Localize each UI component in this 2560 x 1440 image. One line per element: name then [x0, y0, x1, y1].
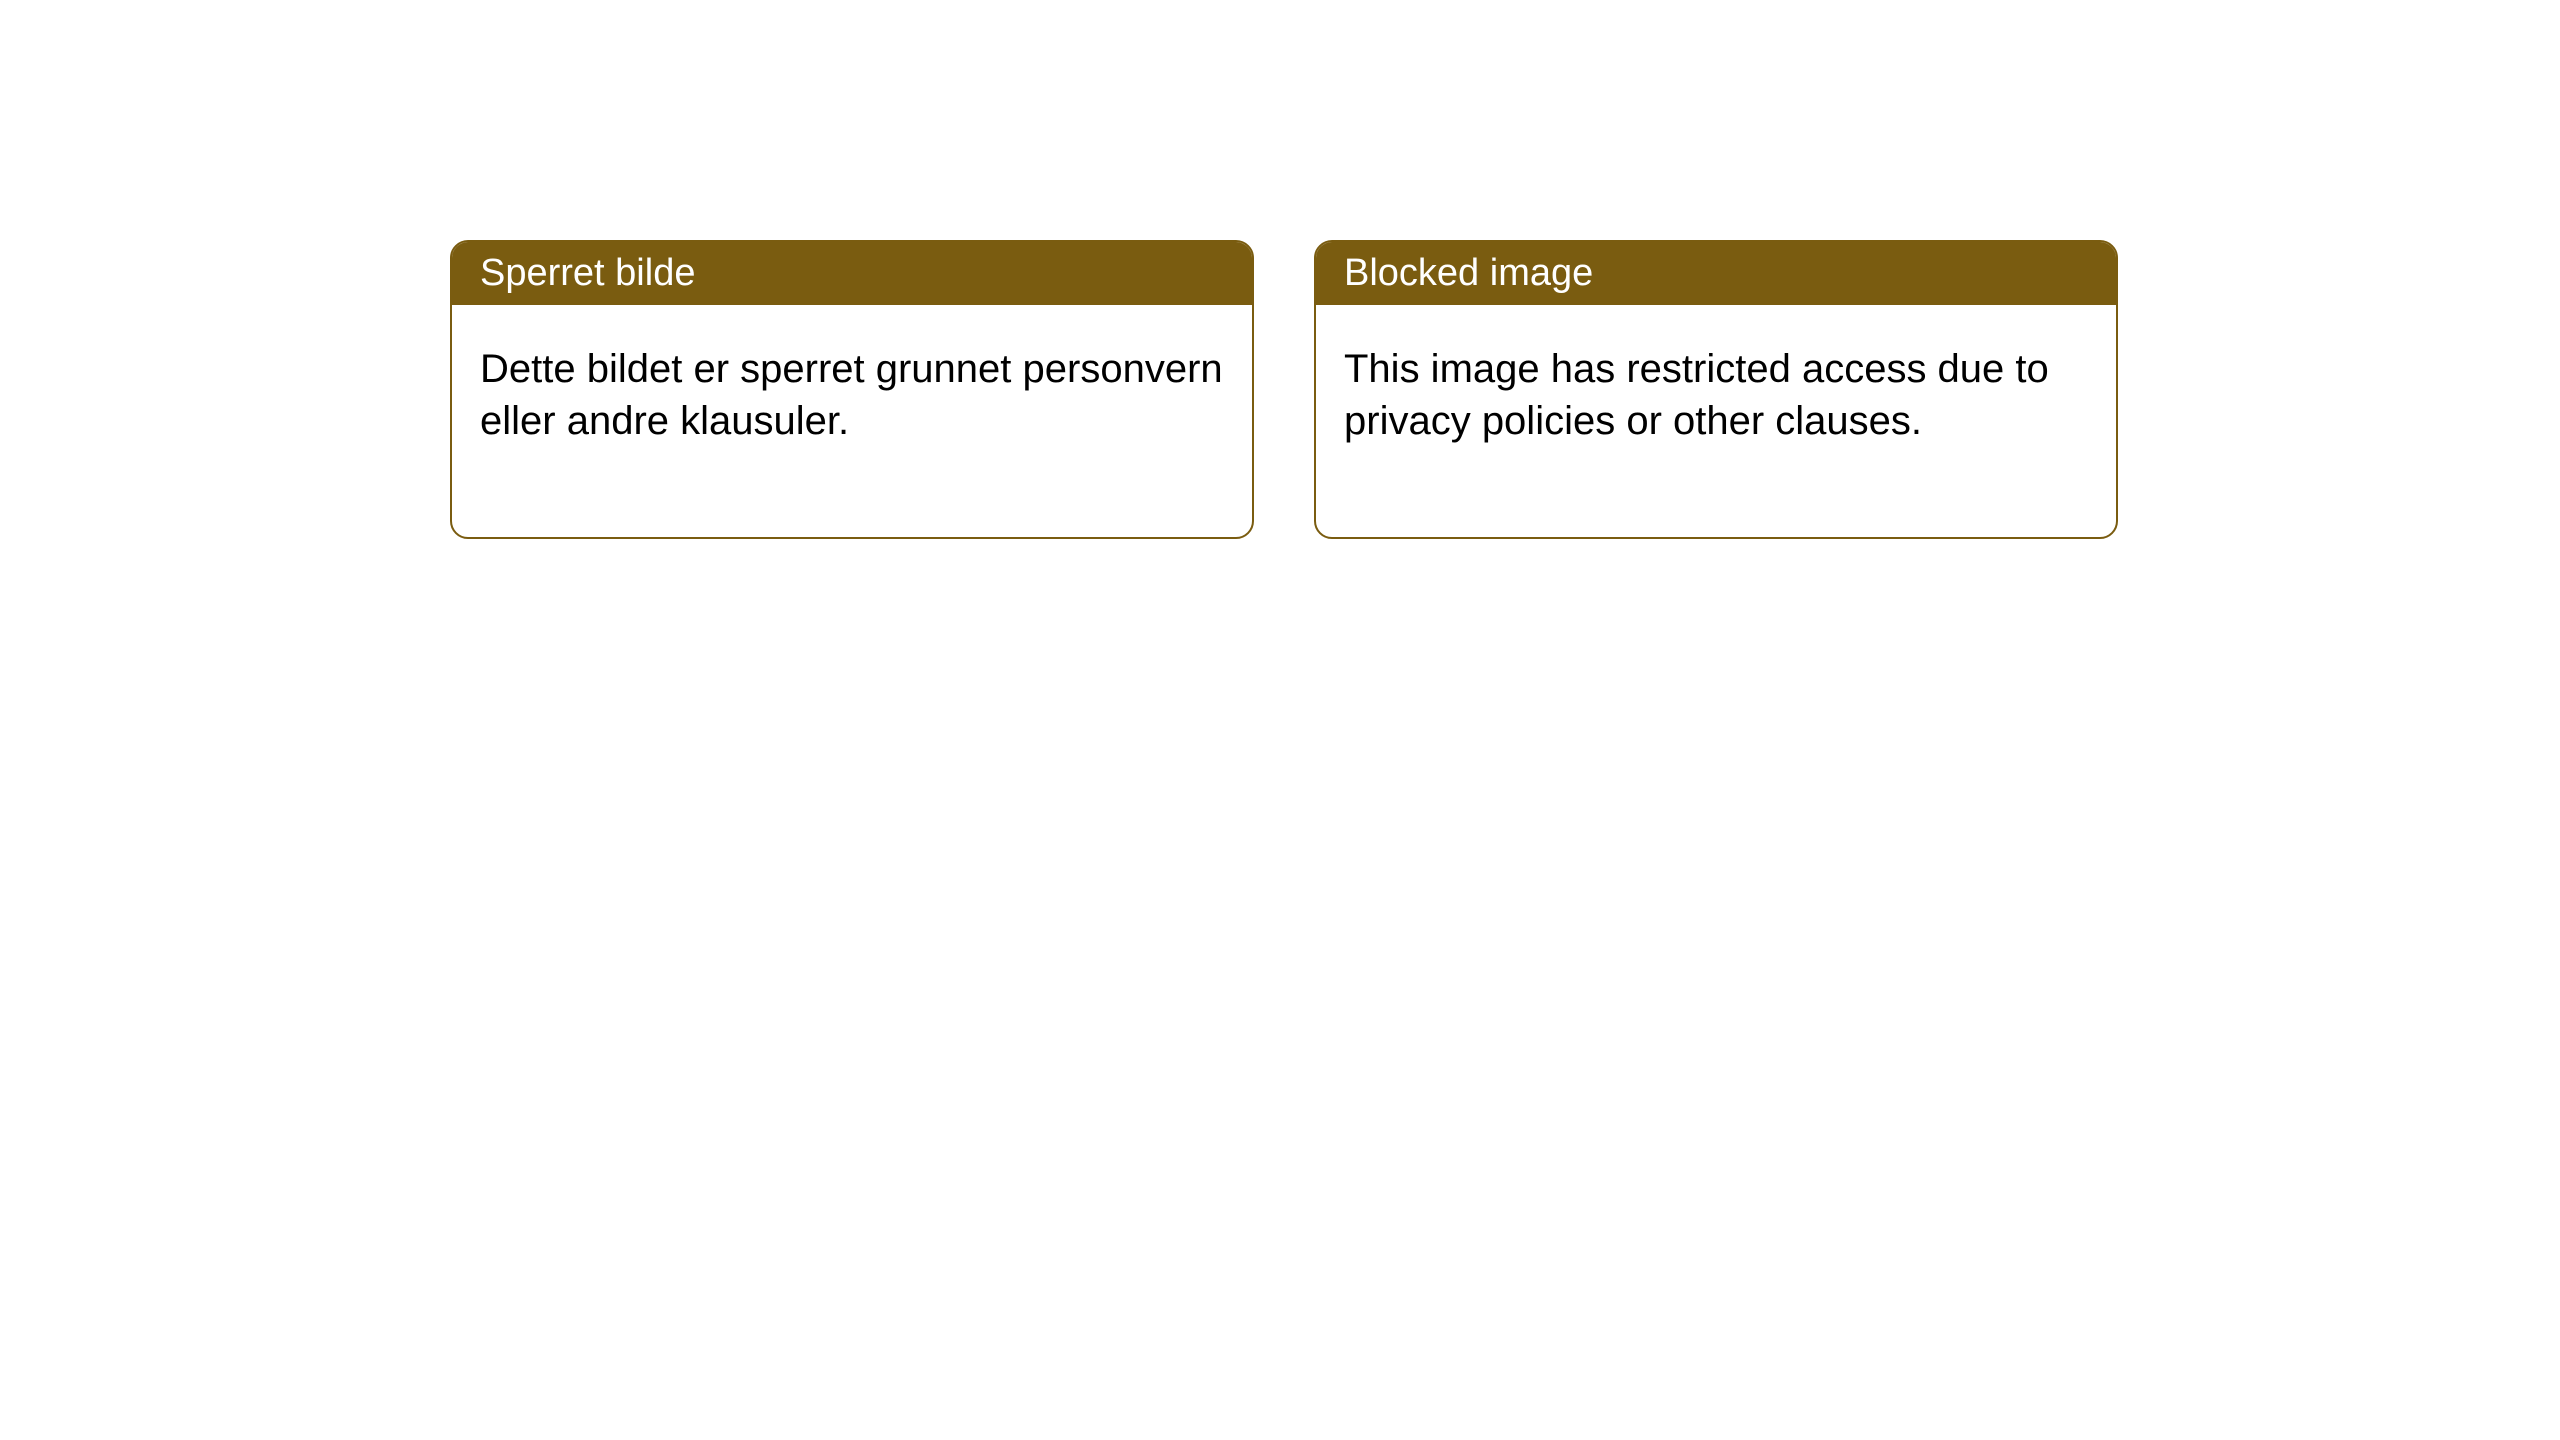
notice-title: Sperret bilde: [480, 252, 695, 294]
notice-container: Sperret bilde Dette bildet er sperret gr…: [450, 240, 2118, 539]
notice-header: Blocked image: [1316, 242, 2116, 305]
notice-title: Blocked image: [1344, 252, 1593, 294]
notice-box-english: Blocked image This image has restricted …: [1314, 240, 2118, 539]
notice-body-text: This image has restricted access due to …: [1344, 347, 2049, 443]
notice-body: Dette bildet er sperret grunnet personve…: [452, 305, 1252, 537]
notice-body-text: Dette bildet er sperret grunnet personve…: [480, 347, 1223, 443]
notice-body: This image has restricted access due to …: [1316, 305, 2116, 537]
notice-box-norwegian: Sperret bilde Dette bildet er sperret gr…: [450, 240, 1254, 539]
notice-header: Sperret bilde: [452, 242, 1252, 305]
